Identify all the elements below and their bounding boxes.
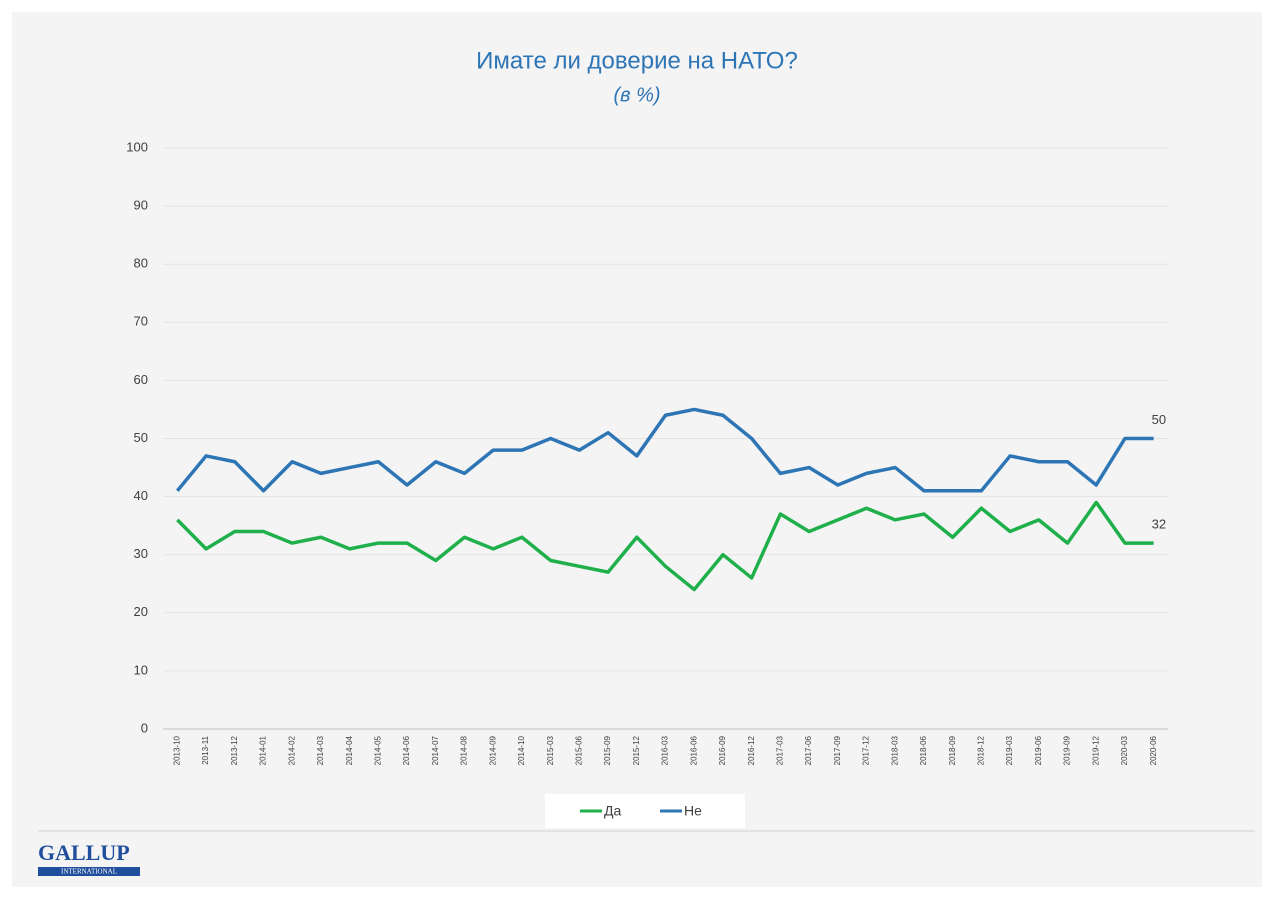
background xyxy=(12,12,1262,887)
x-tick-label: 2014-03 xyxy=(316,735,325,765)
logo-sub: INTERNATIONAL xyxy=(61,868,117,876)
x-tick-label: 2018-03 xyxy=(890,735,899,765)
chart-title: Имате ли доверие на НАТО? xyxy=(476,47,798,74)
x-tick-label: 2015-06 xyxy=(574,735,583,765)
x-tick-label: 2018-09 xyxy=(948,735,957,765)
x-tick-label: 2014-09 xyxy=(488,735,497,765)
x-tick-label: 2014-04 xyxy=(345,735,354,765)
x-tick-label: 2017-06 xyxy=(804,735,813,765)
x-tick-label: 2017-09 xyxy=(833,735,842,765)
legend-label: Да xyxy=(604,803,621,819)
x-tick-label: 2019-06 xyxy=(1034,735,1043,765)
x-tick-label: 2018-12 xyxy=(976,735,985,765)
x-tick-label: 2014-07 xyxy=(431,735,440,765)
x-tick-label: 2020-06 xyxy=(1149,735,1158,765)
chart-subtitle: (в %) xyxy=(613,84,660,106)
x-tick-label: 2018-06 xyxy=(919,735,928,765)
x-tick-label: 2014-02 xyxy=(287,735,296,765)
line xyxy=(176,407,1154,493)
x-tick-label: 2014-05 xyxy=(373,735,382,765)
x-tick-label: 2016-09 xyxy=(718,735,727,765)
x-tick-label: 2014-08 xyxy=(460,735,469,765)
line xyxy=(176,500,1154,592)
x-tick-label: 2015-12 xyxy=(632,735,641,765)
x-tick-label: 2019-12 xyxy=(1091,735,1100,765)
x-tick-label: 2013-12 xyxy=(230,735,239,765)
y-tick-label: 0 xyxy=(141,720,148,735)
y-tick-label: 100 xyxy=(126,139,148,154)
legend-label: Не xyxy=(684,803,702,819)
x-tick-label: 2016-03 xyxy=(661,735,670,765)
y-tick-label: 90 xyxy=(134,198,148,213)
x-tick-label: 2015-03 xyxy=(546,735,555,765)
y-tick-label: 50 xyxy=(134,430,148,445)
x-tick-label: 2015-09 xyxy=(603,735,612,765)
x-tick-label: 2014-01 xyxy=(259,735,268,765)
x-tick-label: 2020-03 xyxy=(1120,735,1129,765)
x-tick-label: 2017-03 xyxy=(775,735,784,765)
x-tick-label: 2019-03 xyxy=(1005,735,1014,765)
x-tick-label: 2016-12 xyxy=(747,735,756,765)
logo-bar xyxy=(38,867,140,876)
y-tick-label: 20 xyxy=(134,604,148,619)
data-label: 50 xyxy=(1152,412,1166,427)
x-tick-label: 2014-06 xyxy=(402,735,411,765)
y-tick-label: 10 xyxy=(134,662,148,677)
x-tick-label: 2014-10 xyxy=(517,735,526,765)
y-tick-label: 30 xyxy=(134,546,148,561)
x-tick-label: 2013-10 xyxy=(172,735,181,765)
data-label: 32 xyxy=(1152,517,1166,532)
logo: GALLUP xyxy=(38,840,130,865)
y-tick-label: 70 xyxy=(134,314,148,329)
x-tick-label: 2017-12 xyxy=(862,735,871,765)
legend-box xyxy=(545,794,745,828)
y-tick-label: 60 xyxy=(134,372,148,387)
y-tick-label: 40 xyxy=(134,488,148,503)
x-tick-label: 2019-09 xyxy=(1063,735,1072,765)
x-tick-label: 2013-11 xyxy=(201,735,210,764)
y-tick-label: 80 xyxy=(134,256,148,271)
x-tick-label: 2016-06 xyxy=(689,735,698,765)
